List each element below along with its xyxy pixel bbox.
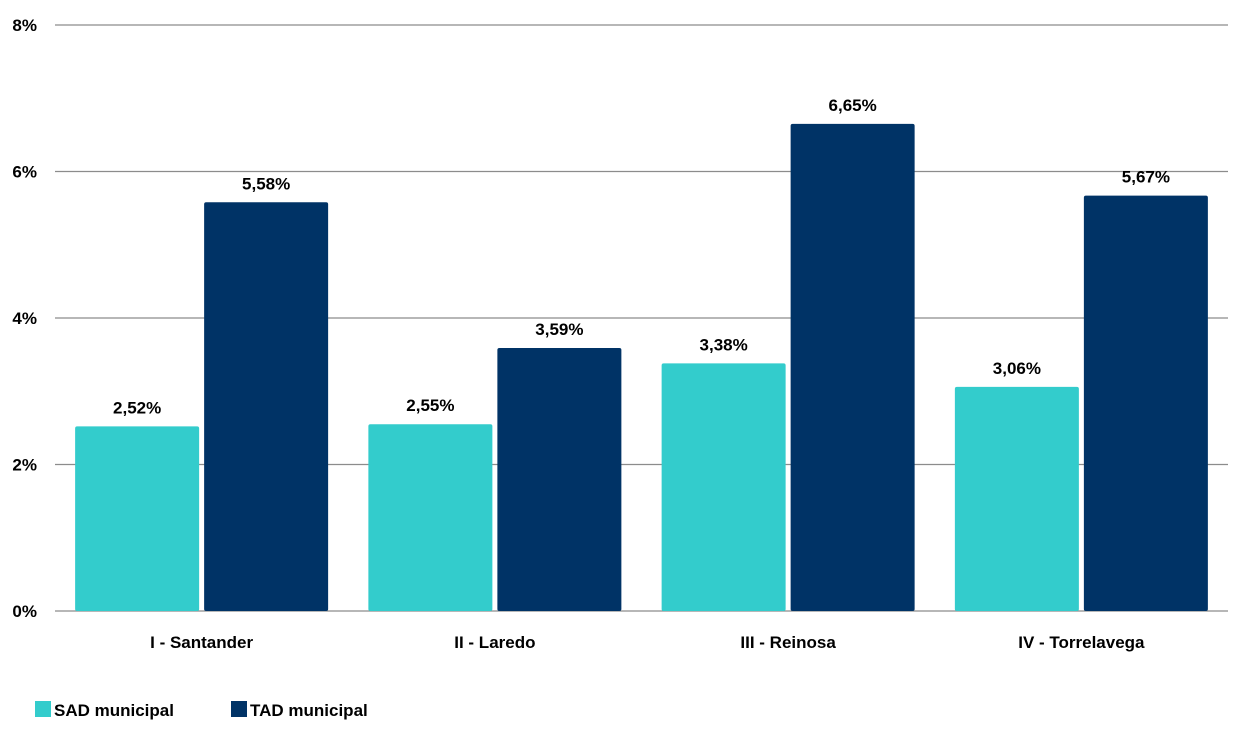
legend-label: TAD municipal — [250, 701, 368, 720]
x-tick-label: III - Reinosa — [740, 633, 836, 652]
data-label: 6,65% — [829, 96, 877, 115]
x-tick-label: I - Santander — [150, 633, 253, 652]
y-tick-label: 6% — [12, 163, 37, 182]
y-tick-label: 4% — [12, 309, 37, 328]
x-tick-label: II - Laredo — [454, 633, 535, 652]
legend: SAD municipal TAD municipal — [35, 701, 368, 720]
data-label: 3,38% — [700, 335, 748, 354]
bars — [75, 123, 1208, 612]
y-tick-label: 0% — [12, 602, 37, 621]
bar-sad-1 — [75, 426, 200, 611]
legend-swatch — [231, 701, 247, 717]
x-tick-label: IV - Torrelavega — [1018, 633, 1145, 652]
data-labels: 2,52% 5,58% 2,55% 3,59% 3,38% 6,65% 3,06% 5,67% — [113, 96, 1170, 418]
bar-tad-2 — [497, 348, 622, 611]
bar-tad-4 — [1083, 195, 1208, 612]
y-tick-label: 2% — [12, 456, 37, 475]
bar-sad-2 — [368, 424, 493, 611]
legend-item-tad: TAD municipal — [231, 701, 368, 720]
legend-label: SAD municipal — [54, 701, 174, 720]
legend-swatch — [35, 701, 51, 717]
data-label: 3,59% — [535, 320, 583, 339]
bar-tad-1 — [204, 202, 329, 611]
bar-tad-3 — [790, 123, 915, 611]
y-axis-ticks: 0% 2% 4% 6% 8% — [12, 16, 37, 621]
x-axis-ticks: I - Santander II - Laredo III - Reinosa IV … — [150, 633, 1145, 652]
legend-item-sad: SAD municipal — [35, 701, 174, 720]
y-tick-label: 8% — [12, 16, 37, 35]
data-label: 2,52% — [113, 398, 161, 417]
data-label: 2,55% — [406, 396, 454, 415]
data-label: 3,06% — [993, 359, 1041, 378]
bar-sad-3 — [661, 363, 786, 611]
data-label: 5,58% — [242, 174, 290, 193]
data-label: 5,67% — [1122, 168, 1170, 187]
bar-sad-4 — [954, 386, 1079, 611]
